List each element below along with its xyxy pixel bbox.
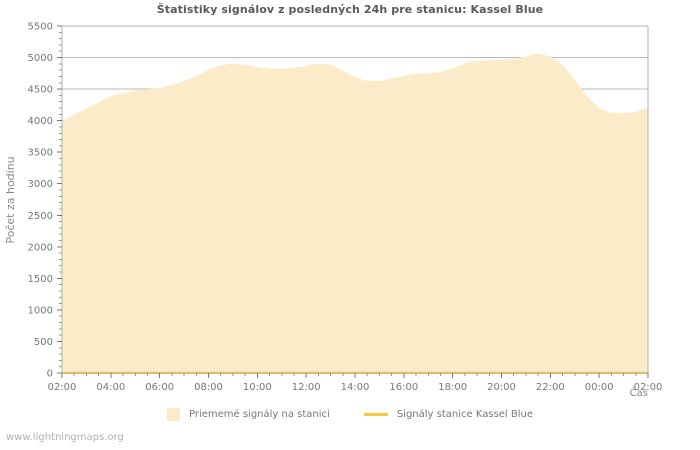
legend-item-station[interactable]: Signály stanice Kassel Blue (363, 409, 534, 420)
y-tick-label: 2500 (28, 211, 53, 222)
legend-label-average: Priememé signály na stanici (188, 409, 330, 420)
y-tick-label: 4000 (28, 116, 53, 127)
x-tick-label: 08:00 (194, 382, 223, 393)
y-tick-label: 2000 (28, 242, 53, 253)
x-tick-label: 02:00 (634, 382, 663, 393)
area-series (61, 53, 649, 373)
line-swatch-icon (363, 413, 388, 416)
y-axis-label: Počet za hodinu (4, 156, 17, 243)
y-tick-label: 1000 (28, 305, 53, 316)
x-tick-label: 18:00 (438, 382, 467, 393)
y-tick-label: 5000 (28, 53, 53, 64)
x-tick-label: 14:00 (341, 382, 370, 393)
y-tick-label: 3500 (28, 148, 53, 159)
y-tick-label: 500 (34, 337, 53, 348)
x-tick-label: 00:00 (585, 382, 614, 393)
x-tick-label: 10:00 (243, 382, 272, 393)
x-tick-label: 06:00 (145, 382, 174, 393)
x-tick-label: 22:00 (536, 382, 565, 393)
x-tick-label: 16:00 (389, 382, 418, 393)
x-axis-label: Čas (630, 386, 648, 399)
watermark: www.lightningmaps.org (6, 432, 124, 443)
legend-label-station: Signály stanice Kassel Blue (396, 409, 534, 420)
y-tick-label: 3000 (28, 179, 53, 190)
legend-item-average[interactable]: Priememé signály na stanici (166, 408, 330, 421)
area-swatch-icon (166, 408, 180, 421)
area-top-edge (61, 53, 649, 122)
chart-title: Štatistiky signálov z posledných 24h pre… (156, 3, 544, 16)
chart-legend: Priememé signály na stanici Signály stan… (0, 408, 700, 421)
x-tick-label: 20:00 (487, 382, 516, 393)
area-path (62, 53, 648, 373)
y-tick-label: 0 (47, 369, 53, 380)
x-tick-label: 04:00 (96, 382, 125, 393)
x-tick-label: 02:00 (48, 382, 77, 393)
y-tick-label: 1500 (28, 274, 53, 285)
x-axis-ticks: 02:00 04:00 06:00 08:00 10:00 12:00 14:00 16:00… (48, 373, 663, 393)
y-tick-label: 5500 (28, 22, 53, 33)
x-tick-label: 12:00 (292, 382, 321, 393)
y-tick-label: 4500 (28, 85, 53, 96)
y-axis-ticks: 0 500 1000 1500 2000 2500 3000 3500 4000 4500 5000… (28, 22, 62, 380)
